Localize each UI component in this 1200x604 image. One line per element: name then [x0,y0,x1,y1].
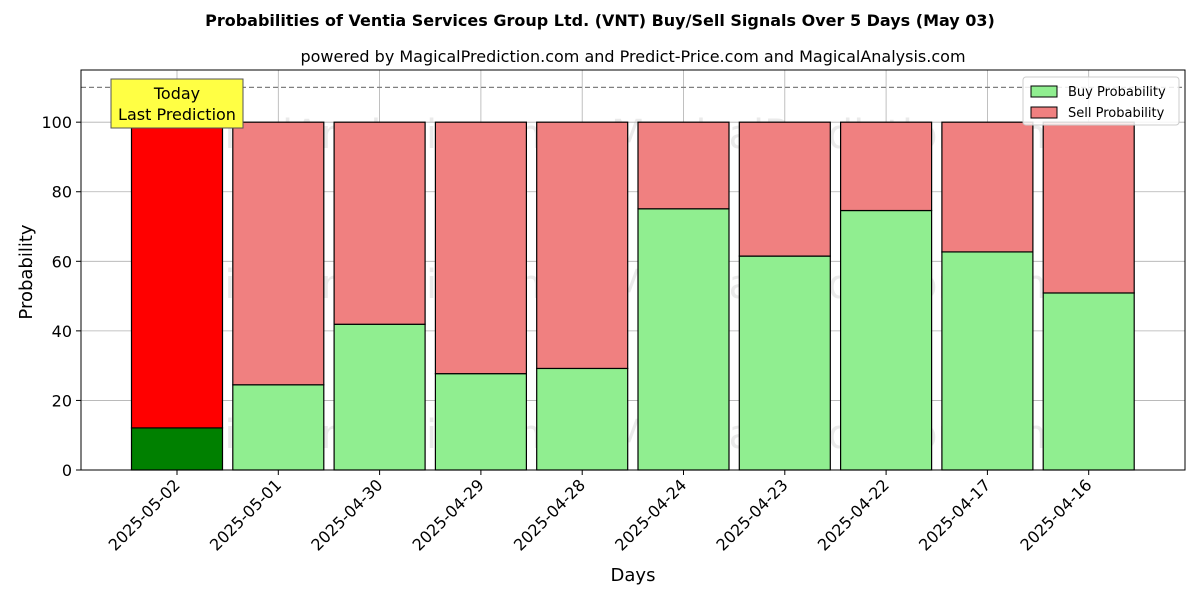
x-tick-label: 2025-05-02 [105,475,184,554]
buy-bar [232,384,325,471]
x-tick-label: 2025-04-23 [712,475,791,554]
x-axis-label: Days [611,565,656,586]
sell-bar [536,121,629,370]
y-tick-label: 80 [52,183,72,202]
annotation-box [110,78,244,129]
legend-label: Buy Probability [1068,85,1166,100]
x-tick-label: 2025-04-17 [915,475,994,554]
buy-bar [738,255,831,471]
x-tick-label: 2025-04-28 [510,475,589,554]
y-tick-label: 40 [52,322,72,341]
buy-bar [637,208,730,471]
annotation-text: Last Prediction [118,105,236,124]
today-annotation: Today Last Prediction [110,78,244,129]
y-axis-label: Probability [16,224,37,319]
buy-bar [941,251,1034,471]
sell-bar [434,121,527,375]
chart-subtitle: powered by MagicalPrediction.com and Pre… [300,47,965,66]
buy-bar [434,373,527,471]
buy-bar [536,367,629,471]
x-tick-label: 2025-04-29 [409,475,488,554]
sell-bar [839,121,933,212]
y-tick-label: 20 [52,391,72,410]
y-tick-label: 100 [41,113,72,132]
x-tick-label: 2025-04-30 [307,475,386,554]
sell-bar [941,121,1034,253]
buy-bar [333,323,426,471]
buy-bar [130,427,224,471]
x-tick-label: 2025-04-24 [611,475,690,554]
sell-bar [1042,121,1135,294]
sell-bar [232,121,325,386]
buy-bar [1042,292,1135,471]
annotation-text: Today [153,84,200,103]
y-tick-label: 60 [52,252,72,271]
buy-bar [839,209,933,471]
sell-bar [637,121,730,210]
x-tick-label: 2025-04-16 [1016,475,1095,554]
sell-bar [738,121,831,257]
legend-label: Sell Probability [1068,106,1165,121]
legend-box [1022,76,1180,126]
sell-bar [333,121,426,325]
plot-frame [80,69,1186,471]
bars-layer [130,121,1135,471]
legend-swatch [1030,106,1058,119]
y-tick-label: 0 [62,461,72,480]
legend-swatch [1030,85,1058,98]
legend: Buy Probability Sell Probability [1022,76,1180,126]
x-tick-label: 2025-05-01 [206,475,285,554]
sell-bar [130,121,224,429]
chart-title: Probabilities of Ventia Services Group L… [205,11,995,30]
x-tick-label: 2025-04-22 [814,475,893,554]
